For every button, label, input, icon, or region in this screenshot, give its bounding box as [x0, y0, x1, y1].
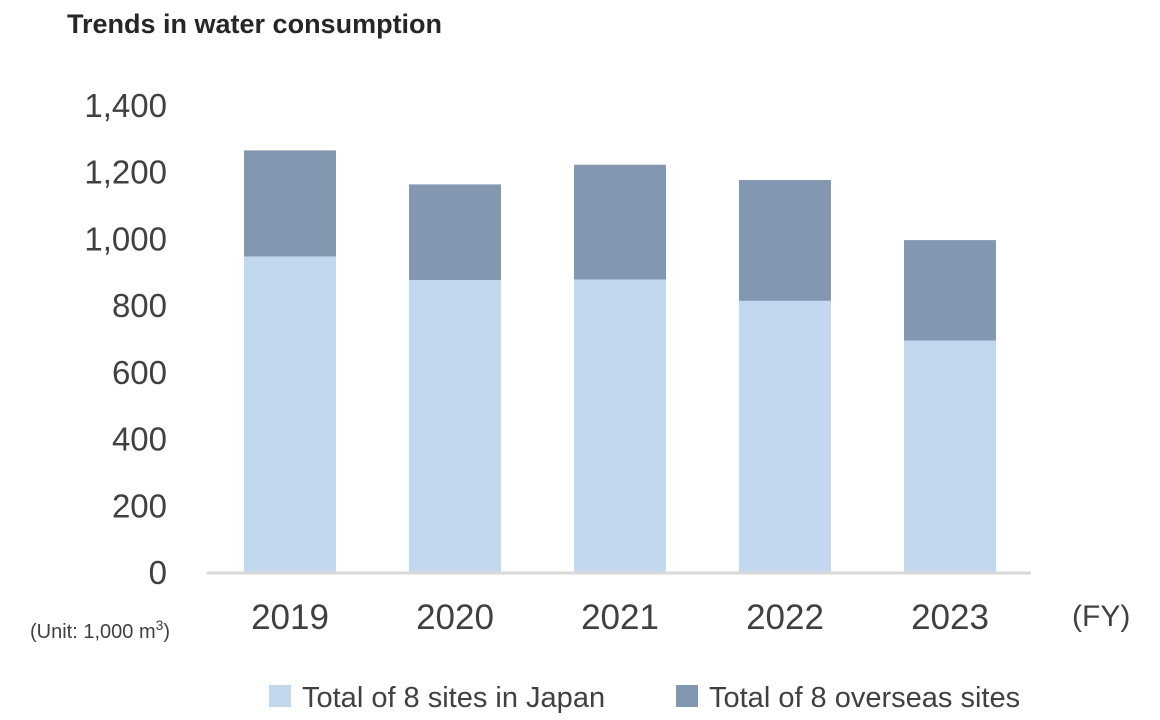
- bar-2019-overseas: [244, 150, 336, 257]
- bar-2019-japan: [244, 256, 336, 572]
- unit-label-text: (Unit: 1,000 m: [30, 621, 156, 643]
- unit-label-superscript: 3: [156, 617, 164, 633]
- y-tick-label: 0: [149, 554, 167, 591]
- y-tick-label: 200: [112, 487, 167, 524]
- unit-label-close: ): [163, 621, 170, 643]
- y-tick-label: 1,200: [84, 154, 167, 191]
- x-unit-label: (FY): [1072, 600, 1130, 633]
- y-axis-ticks: 0 200 400 600 800 1,000 1,200 1,400: [84, 87, 167, 591]
- x-tick-label: 2023: [911, 598, 989, 637]
- y-tick-label: 400: [112, 421, 167, 458]
- y-tick-label: 1,400: [84, 87, 167, 124]
- x-tick-label: 2019: [251, 598, 329, 637]
- x-tick-label: 2020: [416, 598, 494, 637]
- bar-2023-overseas: [904, 240, 996, 341]
- legend: Total of 8 sites in Japan Total of 8 ove…: [269, 682, 1020, 714]
- legend-label-japan: Total of 8 sites in Japan: [302, 682, 605, 714]
- unit-label: (Unit: 1,000 m3): [30, 617, 170, 643]
- legend-label-overseas: Total of 8 overseas sites: [709, 682, 1020, 714]
- bar-2020-overseas: [409, 184, 501, 281]
- bar-2023-japan: [904, 340, 996, 572]
- legend-swatch-japan: [269, 685, 291, 707]
- chart-title: Trends in water consumption: [67, 9, 442, 39]
- bar-2022-overseas: [739, 180, 831, 301]
- bar-2020-japan: [409, 280, 501, 572]
- bar-2021-japan: [574, 279, 666, 572]
- x-tick-label: 2022: [746, 598, 824, 637]
- y-tick-label: 1,000: [84, 220, 167, 257]
- x-tick-label: 2021: [581, 598, 659, 637]
- legend-swatch-overseas: [676, 685, 698, 707]
- bar-2022-japan: [739, 300, 831, 572]
- y-tick-label: 800: [112, 287, 167, 324]
- bar-2021-overseas: [574, 164, 666, 280]
- bars: [244, 150, 996, 572]
- y-tick-label: 600: [112, 354, 167, 391]
- x-axis-ticks: 2019 2020 2021 2022 2023: [251, 598, 989, 637]
